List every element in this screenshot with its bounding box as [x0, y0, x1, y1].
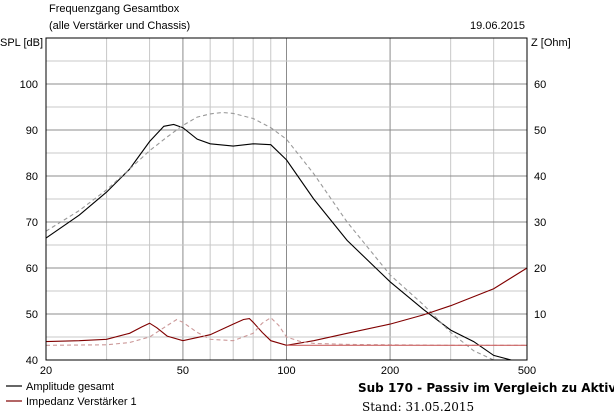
plot-frame: [45, 37, 528, 361]
x-tick-label: 20: [40, 365, 52, 377]
chart-date: 19.06.2015: [470, 20, 526, 32]
y-left-tick-label: 100: [20, 79, 38, 91]
y-right-tick-label: 10: [534, 309, 546, 321]
y-right-tick-label: 50: [534, 125, 546, 137]
series-line-1: [45, 111, 527, 361]
chart-title: Frequenzgang Gesamtbox: [49, 3, 180, 15]
y-right-axis-label: Z [Ohm]: [531, 37, 571, 49]
series-line-0: [45, 123, 527, 361]
y-left-tick-label: 80: [26, 171, 38, 183]
x-tick-label: 100: [277, 365, 295, 377]
footer-title: Sub 170 - Passiv im Vergleich zu Aktiv: [358, 381, 614, 395]
x-tick-label: 50: [177, 365, 189, 377]
y-left-tick-label: 90: [26, 125, 38, 137]
legend-label: Amplitude gesamt: [26, 381, 114, 393]
series-line-3: [45, 317, 527, 346]
y-left-tick-label: 60: [26, 263, 38, 275]
x-tick-label: 200: [381, 365, 399, 377]
footer-stand: Stand: 31.05.2015: [362, 400, 475, 414]
y-right-tick-label: 20: [534, 263, 546, 275]
y-right-tick-label: 60: [534, 79, 546, 91]
y-left-tick-label: 70: [26, 217, 38, 229]
y-left-tick-label: 40: [26, 355, 38, 367]
x-tick-label: 500: [518, 365, 536, 377]
y-right-tick-label: 30: [534, 217, 546, 229]
legend-label: Impedanz Verstärker 1: [26, 396, 137, 408]
y-left-tick-label: 50: [26, 309, 38, 321]
series-line-2: [45, 267, 528, 346]
y-right-tick-label: 40: [534, 171, 546, 183]
chart-subtitle: (alle Verstärker und Chassis): [49, 20, 191, 32]
y-left-axis-label: SPL [dB]: [0, 37, 44, 49]
